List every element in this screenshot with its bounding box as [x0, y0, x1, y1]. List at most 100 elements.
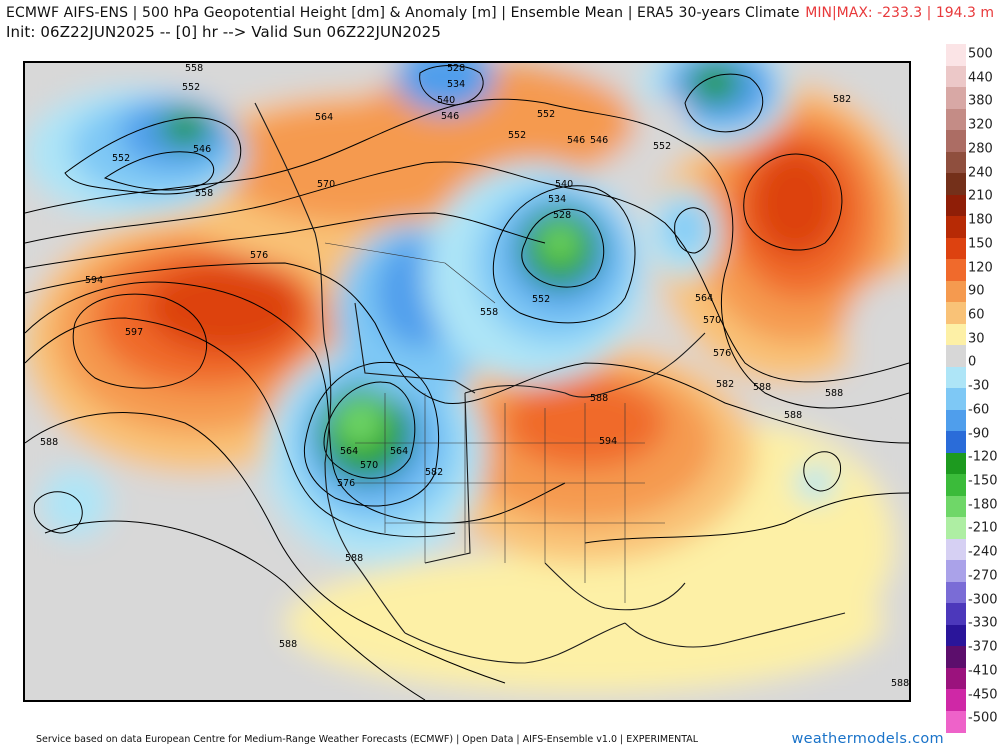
contour-label: 588 [279, 639, 297, 650]
colorbar-cell [946, 517, 966, 540]
colorbar-tick-label: -150 [968, 473, 998, 489]
colorbar-cell [946, 87, 966, 110]
colorbar-cell [946, 603, 966, 626]
height-contours [25, 65, 909, 700]
colorbar-tick-label: -90 [968, 426, 990, 442]
colorbar-cell [946, 323, 966, 346]
colorbar-tick-label: 120 [968, 260, 993, 276]
colorbar-cell [946, 667, 966, 690]
colorbar-cell [946, 194, 966, 217]
colorbar-cell [946, 173, 966, 196]
contour-label: 564 [315, 112, 333, 123]
contour-label: 552 [112, 153, 130, 164]
contour-label: 582 [716, 379, 734, 390]
colorbar-cell [946, 108, 966, 131]
contour-label: 558 [195, 188, 213, 199]
contour-label: 588 [590, 393, 608, 404]
colorbar-cell [946, 624, 966, 647]
colorbar-tick-label: -500 [968, 710, 998, 726]
colorbar-tick-label: -450 [968, 687, 998, 703]
colorbar-cell [946, 259, 966, 282]
contour-labels: 5585525525465585645705765945975885345285… [40, 63, 909, 689]
anomaly-shading [25, 63, 909, 700]
state-borders [324, 242, 665, 603]
contour-label: 552 [537, 109, 555, 120]
contour-label: 546 [193, 144, 211, 155]
contour-label: 582 [833, 94, 851, 105]
colorbar-cell [946, 474, 966, 497]
colorbar-cell [946, 560, 966, 583]
contour-label: 576 [250, 250, 268, 261]
colorbar-cell [946, 280, 966, 303]
contour-label: 588 [784, 410, 802, 421]
colorbar-tick-label: -120 [968, 449, 998, 465]
colorbar-tick-label: 0 [968, 354, 977, 370]
colorbar-tick-label: 280 [968, 141, 993, 157]
colorbar-tick-label: 380 [968, 93, 993, 109]
colorbar-tick-label: -240 [968, 544, 998, 560]
colorbar-tick-label: 210 [968, 188, 993, 204]
colorbar-cell [946, 646, 966, 669]
colorbar-tick-label: 60 [968, 307, 985, 323]
brand-link[interactable]: weathermodels.com [791, 731, 944, 747]
contour-label: 540 [437, 95, 455, 106]
colorbar-cell [946, 581, 966, 604]
colorbar-cell [946, 409, 966, 432]
contour-label: 588 [40, 437, 58, 448]
contour-label: 576 [337, 478, 355, 489]
contour-label: 552 [653, 141, 671, 152]
colorbar-cell [946, 538, 966, 561]
contour-label: 594 [599, 436, 617, 447]
colorbar-tick-label: 320 [968, 117, 993, 133]
anomaly-colorbar [946, 44, 966, 733]
colorbar-tick-label: 440 [968, 70, 993, 86]
contour-label: 570 [360, 460, 378, 471]
colorbar-cell [946, 366, 966, 389]
colorbar-tick-label: 150 [968, 236, 993, 252]
contour-label: 588 [753, 382, 771, 393]
colorbar-cell [946, 65, 966, 88]
contour-label: 588 [825, 388, 843, 399]
chart-title: ECMWF AIFS-ENS | 500 hPa Geopotential He… [6, 5, 800, 21]
contour-label: 558 [480, 307, 498, 318]
contour-label: 528 [447, 63, 465, 74]
colorbar-tick-label: -330 [968, 615, 998, 631]
contour-label: 546 [590, 135, 608, 146]
colorbar-cell [946, 388, 966, 411]
contour-label: 570 [703, 315, 721, 326]
colorbar-tick-label: 180 [968, 212, 993, 228]
colorbar-cell [946, 689, 966, 712]
colorbar-cell [946, 130, 966, 153]
colorbar-tick-label: -60 [968, 402, 990, 418]
colorbar-cell [946, 44, 966, 67]
colorbar-tick-label: 30 [968, 331, 985, 347]
map-panel[interactable]: 558 552 552 546 558 564 570 576 594 597 588 534 528 5… [23, 61, 911, 702]
colorbar-cell [946, 345, 966, 368]
colorbar-tick-label: -410 [968, 663, 998, 679]
data-credit: Service based on data European Centre fo… [36, 734, 699, 745]
colorbar-cell [946, 452, 966, 475]
colorbar-tick-label: -180 [968, 497, 998, 513]
contour-label: 540 [555, 179, 573, 190]
contour-label: 570 [317, 179, 335, 190]
colorbar-tick-label: -300 [968, 592, 998, 608]
contour-label: 597 [125, 327, 143, 338]
colorbar-tick-label: -30 [968, 378, 990, 394]
contour-label: 582 [425, 467, 443, 478]
contour-label: 552 [182, 82, 200, 93]
chart-subtitle: Init: 06Z22JUN2025 -- [0] hr --> Valid S… [6, 23, 441, 41]
contour-label: 588 [345, 553, 363, 564]
colorbar-tick-label: -370 [968, 639, 998, 655]
contour-label: 528 [553, 210, 571, 221]
colorbar-tick-label: 500 [968, 46, 993, 62]
colorbar-cell [946, 237, 966, 260]
contour-label: 552 [508, 130, 526, 141]
contour-label: 576 [713, 348, 731, 359]
contour-label: 564 [695, 293, 713, 304]
colorbar-cell [946, 495, 966, 518]
colorbar-cell [946, 302, 966, 325]
anomaly-map: 5585525525465585645705765945975885345285… [25, 63, 909, 700]
contour-label: 558 [185, 63, 203, 74]
contour-label: 552 [532, 294, 550, 305]
colorbar-tick-label: 240 [968, 165, 993, 181]
